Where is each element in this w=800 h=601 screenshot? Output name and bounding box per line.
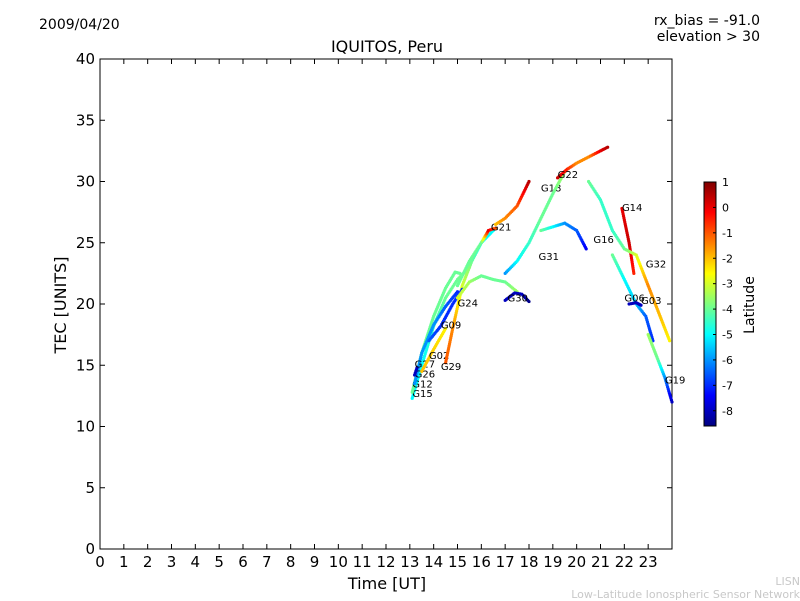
colorbar-tick-label: 0 <box>722 201 729 214</box>
elevation-label: elevation > 30 <box>656 29 760 45</box>
x-tick-label: 21 <box>591 553 610 571</box>
series-g22: G22 <box>556 145 610 181</box>
credit-lisn: LISN <box>775 575 800 588</box>
x-tick-label: 2 <box>143 553 153 571</box>
data-point <box>632 271 636 275</box>
x-tick-label: 17 <box>496 553 515 571</box>
x-tick-label: 5 <box>214 553 224 571</box>
series-g24: G24 <box>455 274 519 309</box>
x-tick-label: 9 <box>310 553 320 571</box>
x-tick-label: 19 <box>543 553 562 571</box>
y-tick-label: 10 <box>76 418 95 436</box>
data-point <box>455 290 460 294</box>
data-point <box>415 366 419 370</box>
y-tick-label: 15 <box>76 356 95 374</box>
satellite-label: G30 <box>508 294 528 305</box>
colorbar-tick-label: -3 <box>722 278 733 291</box>
data-point <box>639 303 643 307</box>
series-g02: G02 <box>420 326 449 373</box>
data-point <box>458 271 462 275</box>
y-tick-label: 0 <box>85 540 95 558</box>
satellite-label: G02 <box>429 351 449 362</box>
date-label: 2009/04/20 <box>39 17 120 33</box>
y-tick-label: 20 <box>76 295 95 313</box>
satellite-label: G12 <box>412 379 432 390</box>
x-tick-label: 8 <box>286 553 296 571</box>
data-point <box>606 145 610 149</box>
series-g06: G06 <box>610 253 655 343</box>
data-point <box>494 226 498 230</box>
data-point <box>443 326 448 331</box>
x-axis-label: Time [UT] <box>347 574 426 593</box>
data-point <box>527 179 531 184</box>
x-tick-label: 12 <box>376 553 395 571</box>
series-g18: G18 <box>494 179 561 226</box>
colorbar-tick-label: -6 <box>722 354 733 367</box>
data-point <box>670 400 674 404</box>
y-tick-label: 25 <box>76 234 95 252</box>
satellite-label: G15 <box>412 389 432 400</box>
satellite-label: G21 <box>491 223 511 234</box>
x-tick-label: 11 <box>353 553 372 571</box>
x-tick-label: 15 <box>448 553 467 571</box>
satellite-label: G22 <box>558 170 578 181</box>
credit-network: Low-Latitude Ionospheric Sensor Network <box>571 588 800 601</box>
series-g30: G30 <box>503 291 531 305</box>
x-tick-label: 1 <box>119 553 129 571</box>
satellite-label: G14 <box>622 203 642 214</box>
colorbar-tick-label: -4 <box>722 303 733 316</box>
series-g21: G21 <box>455 223 511 288</box>
x-tick-label: 0 <box>95 553 105 571</box>
x-tick-label: 3 <box>167 553 177 571</box>
series-g31: G31 <box>503 170 567 275</box>
x-tick-label: 13 <box>400 553 419 571</box>
x-tick-label: 23 <box>639 553 658 571</box>
colorbar <box>703 181 717 427</box>
data-point <box>527 299 531 304</box>
rx-bias-label: rx_bias = -91.0 <box>653 13 760 29</box>
colorbar-tick-label: -7 <box>722 379 733 392</box>
y-axis-label: TEC [UNITS] <box>51 257 70 355</box>
satellite-label: G18 <box>541 183 561 194</box>
x-tick-label: 4 <box>191 553 201 571</box>
x-tick-label: 22 <box>615 553 634 571</box>
y-tick-label: 30 <box>76 173 95 191</box>
y-tick-label: 35 <box>76 111 95 129</box>
x-tick-label: 20 <box>567 553 586 571</box>
series-g19: G19 <box>646 333 685 404</box>
x-tick-label: 14 <box>424 553 443 571</box>
x-tick-label: 16 <box>472 553 491 571</box>
x-tick-label: 10 <box>329 553 348 571</box>
colorbar-tick-label: -5 <box>722 329 733 342</box>
satellite-label: G03 <box>641 296 661 307</box>
satellite-label: G26 <box>415 370 435 381</box>
x-tick-label: 6 <box>238 553 248 571</box>
satellite-label: G31 <box>539 252 559 263</box>
satellite-label: G16 <box>593 235 613 246</box>
satellite-label: G32 <box>646 259 666 270</box>
satellite-label: G06 <box>624 294 644 305</box>
x-tick-label: 18 <box>519 553 538 571</box>
satellite-label: G29 <box>441 362 461 373</box>
colorbar-tick-label: -8 <box>722 405 733 418</box>
y-tick-label: 40 <box>76 50 95 68</box>
series-g32: G32 <box>586 179 672 343</box>
satellite-label: G19 <box>665 376 685 387</box>
data-point <box>584 247 588 251</box>
data-point <box>668 339 672 343</box>
series-g16: G16 <box>539 221 614 251</box>
satellite-label: G24 <box>458 298 478 309</box>
colorbar-tick-label: -2 <box>722 252 733 265</box>
x-tick-label: 7 <box>262 553 272 571</box>
y-tick-label: 5 <box>85 479 95 497</box>
colorbar-label: Latitude <box>742 276 758 334</box>
satellite-label: G09 <box>441 321 461 332</box>
chart-title: IQUITOS, Peru <box>331 37 443 56</box>
colorbar-tick-label: 1 <box>722 176 729 189</box>
series-g03: G03 <box>627 296 662 307</box>
colorbar-tick-label: -1 <box>722 227 733 240</box>
plot-area <box>99 58 673 550</box>
